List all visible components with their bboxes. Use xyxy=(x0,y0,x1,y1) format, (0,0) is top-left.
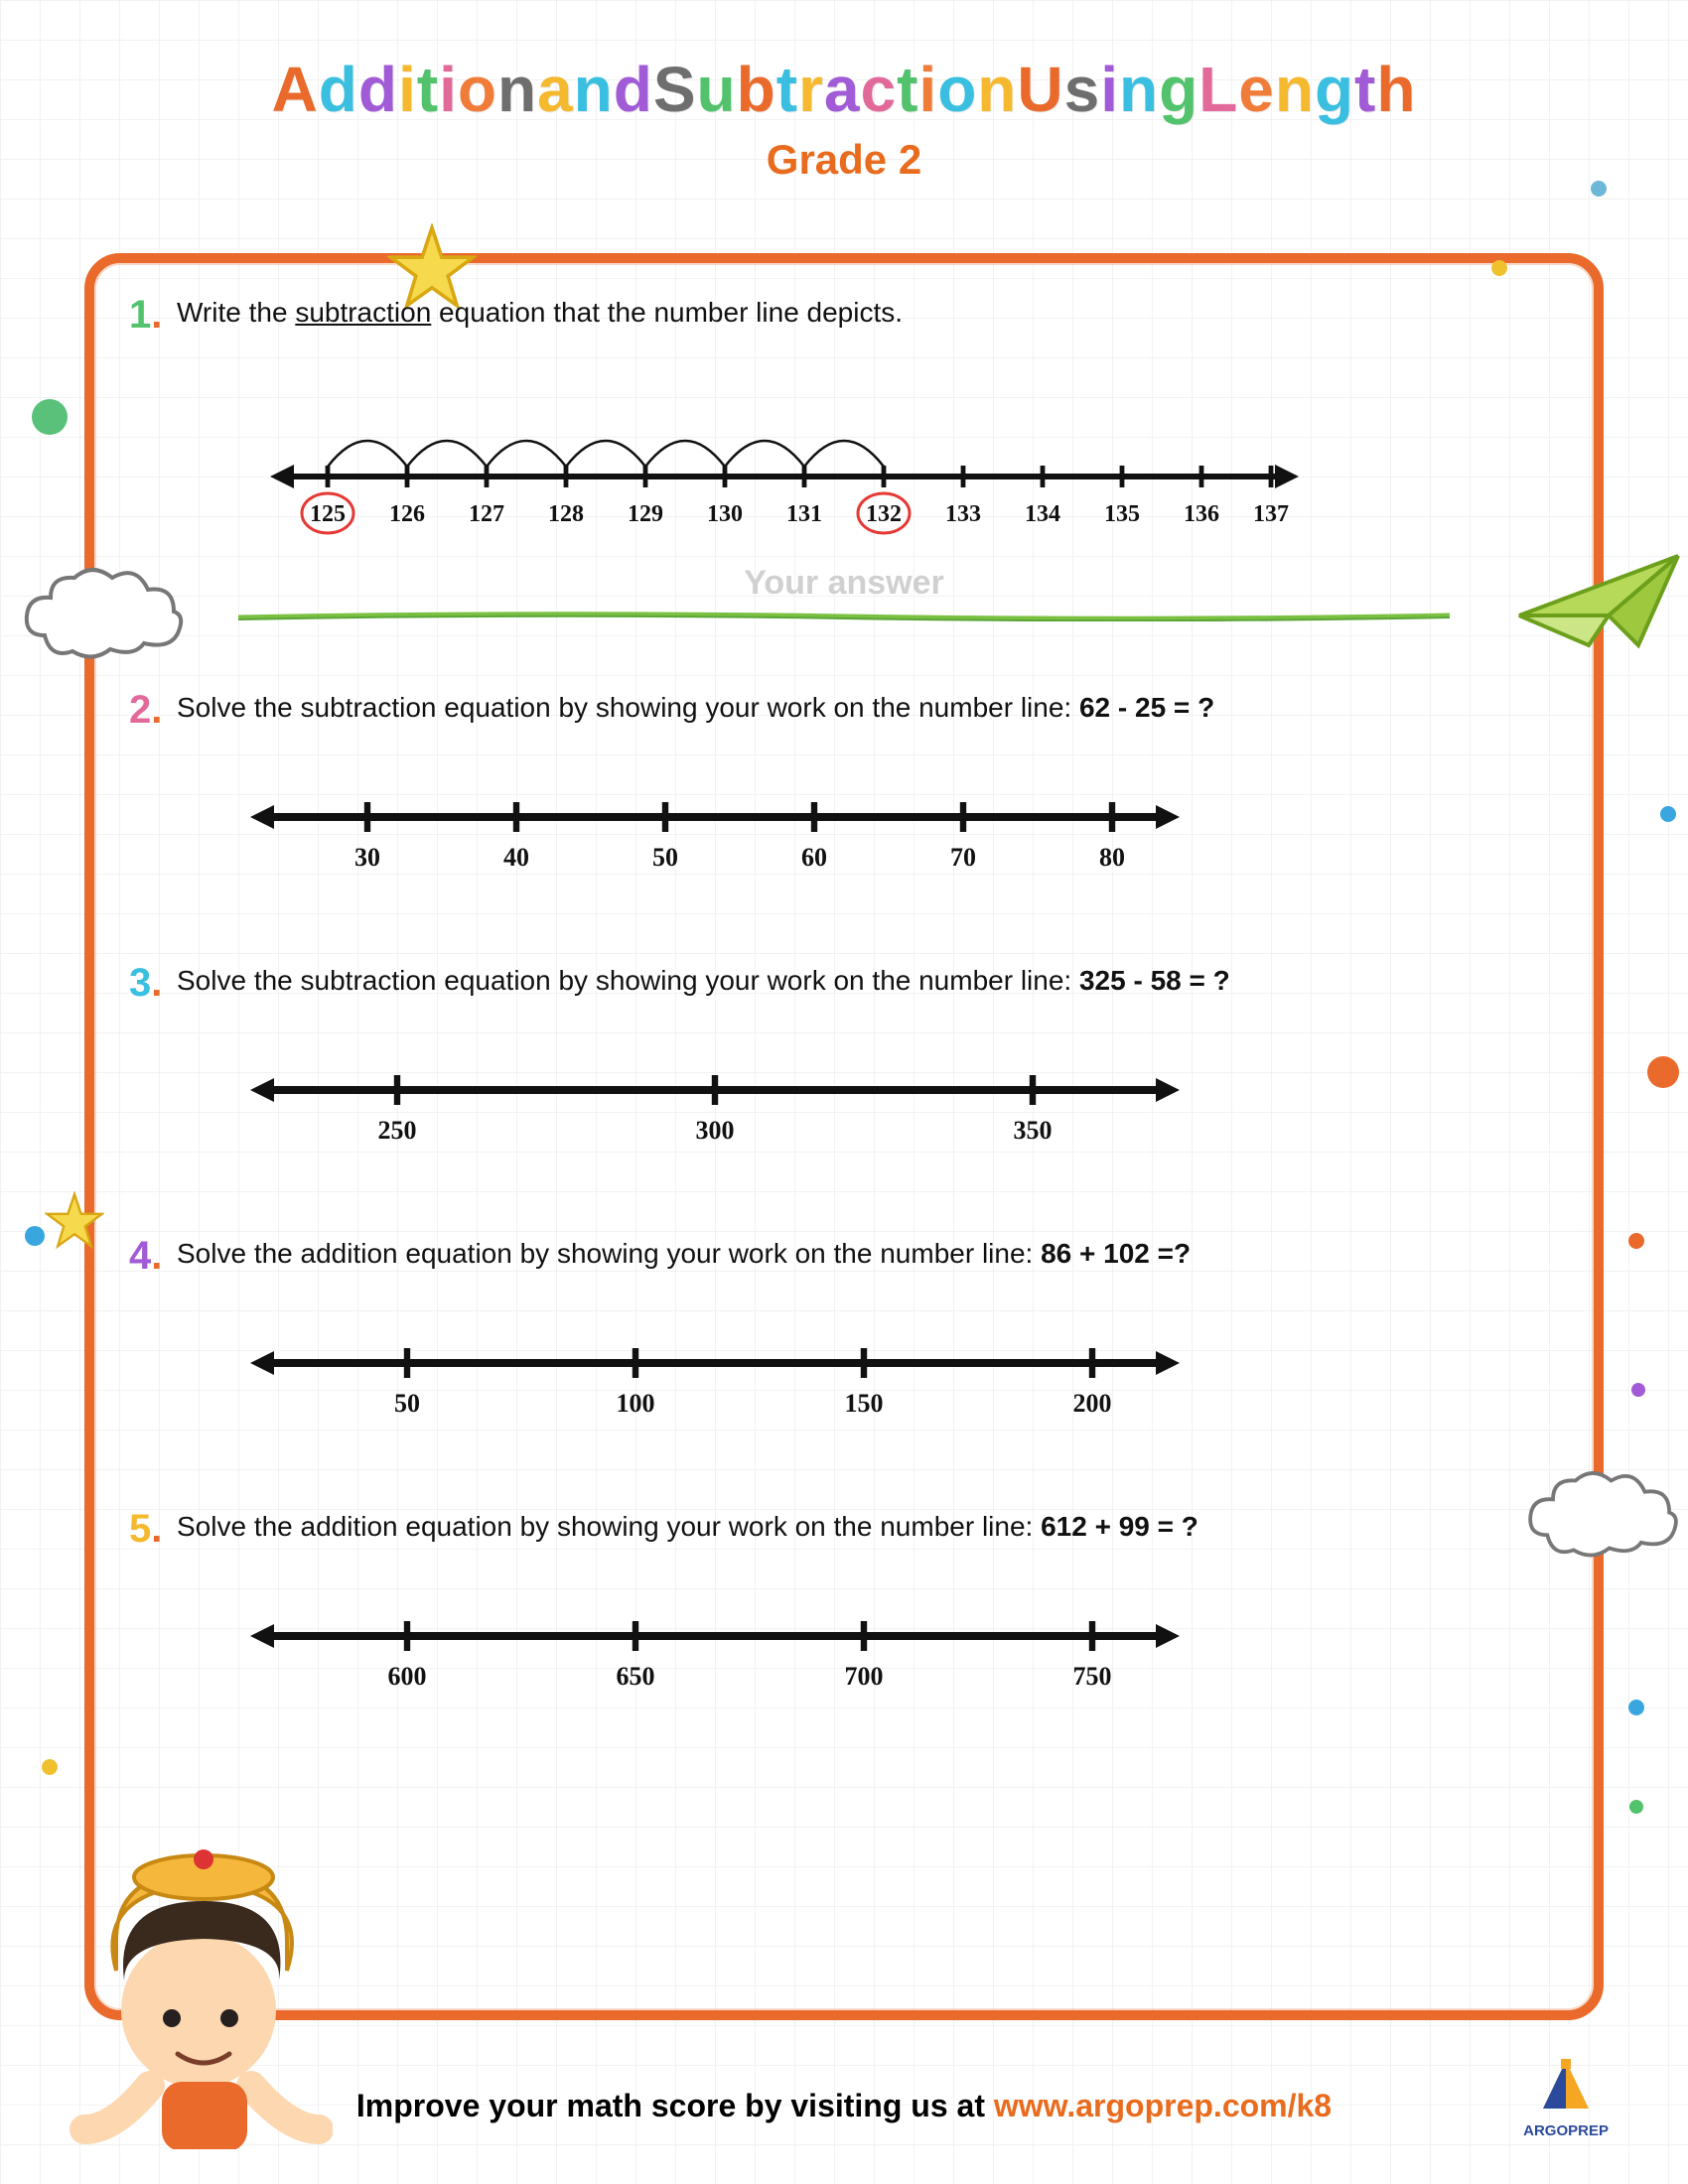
svg-text:300: 300 xyxy=(696,1116,735,1145)
svg-text:134: 134 xyxy=(1025,501,1060,527)
number-line: 600 650 700 750 xyxy=(218,1581,1559,1710)
svg-text:136: 136 xyxy=(1184,501,1219,527)
svg-text:50: 50 xyxy=(394,1389,420,1418)
question-prompt: Solve the subtraction equation by showin… xyxy=(177,961,1230,1000)
brand-logo: ARGOPREP xyxy=(1523,2059,1609,2139)
question-prompt: Solve the addition equation by showing y… xyxy=(177,1507,1198,1546)
svg-text:350: 350 xyxy=(1014,1116,1053,1145)
decor-dot xyxy=(25,1226,45,1246)
question-3: 3. Solve the subtraction equation by sho… xyxy=(129,961,1559,1164)
decor-dot xyxy=(32,399,68,435)
svg-text:200: 200 xyxy=(1073,1389,1112,1418)
svg-text:40: 40 xyxy=(503,843,529,872)
svg-text:131: 131 xyxy=(786,501,822,527)
star-icon xyxy=(45,1191,104,1251)
decor-dot xyxy=(1660,806,1676,822)
svg-text:700: 700 xyxy=(845,1662,884,1691)
svg-text:132: 132 xyxy=(866,501,902,527)
question-prompt: Write the subtraction equation that the … xyxy=(177,293,903,332)
question-prompt: Solve the addition equation by showing y… xyxy=(177,1234,1191,1273)
svg-text:130: 130 xyxy=(707,501,743,527)
number-line: 50 100 150 200 xyxy=(218,1308,1559,1437)
answer-underline xyxy=(238,609,1450,618)
question-4: 4. Solve the addition equation by showin… xyxy=(129,1234,1559,1437)
svg-text:750: 750 xyxy=(1073,1662,1112,1691)
question-5: 5. Solve the addition equation by showin… xyxy=(129,1507,1559,1710)
question-number: 3. xyxy=(129,961,177,1006)
svg-text:50: 50 xyxy=(652,843,678,872)
svg-text:129: 129 xyxy=(628,501,663,527)
decor-dot xyxy=(1591,181,1607,197)
footer-text: Improve your math score by visiting us a… xyxy=(0,2088,1688,2124)
svg-text:135: 135 xyxy=(1104,501,1140,527)
answer-placeholder[interactable]: Your answer xyxy=(129,564,1559,603)
svg-text:70: 70 xyxy=(950,843,976,872)
svg-text:600: 600 xyxy=(388,1662,427,1691)
svg-text:133: 133 xyxy=(945,501,981,527)
svg-text:150: 150 xyxy=(845,1389,884,1418)
question-number: 4. xyxy=(129,1234,177,1279)
svg-text:125: 125 xyxy=(310,501,346,527)
footer-link[interactable]: www.argoprep.com/k8 xyxy=(994,2088,1332,2123)
svg-text:128: 128 xyxy=(548,501,584,527)
question-number: 1. xyxy=(129,293,177,338)
decor-dot xyxy=(1628,1700,1644,1715)
svg-text:60: 60 xyxy=(801,843,827,872)
svg-text:100: 100 xyxy=(617,1389,655,1418)
decor-dot xyxy=(1491,260,1507,276)
decor-dot xyxy=(1631,1383,1645,1397)
decor-dot xyxy=(42,1759,58,1775)
svg-text:250: 250 xyxy=(378,1116,417,1145)
svg-text:80: 80 xyxy=(1099,843,1125,872)
svg-text:650: 650 xyxy=(617,1662,655,1691)
decor-dot xyxy=(1647,1056,1679,1088)
decor-dot xyxy=(1629,1800,1643,1814)
question-2: 2. Solve the subtraction equation by sho… xyxy=(129,688,1559,891)
svg-text:126: 126 xyxy=(389,501,425,527)
page-title: Addition and Subtraction Using Length xyxy=(0,55,1688,124)
decor-dot xyxy=(1628,1233,1644,1249)
number-line: 30 40 50 60 70 80 xyxy=(218,762,1559,891)
svg-text:30: 30 xyxy=(354,843,380,872)
question-number: 5. xyxy=(129,1507,177,1552)
number-line: 250 300 350 xyxy=(218,1035,1559,1164)
svg-text:137: 137 xyxy=(1253,501,1289,527)
question-number: 2. xyxy=(129,688,177,733)
page-subtitle: Grade 2 xyxy=(0,136,1688,184)
svg-text:127: 127 xyxy=(469,501,504,527)
number-line: 125 126 127 128 129 130 131 132 133 134 135 136 137 xyxy=(218,367,1559,536)
question-prompt: Solve the subtraction equation by showin… xyxy=(177,688,1214,727)
question-1: 1. Write the subtraction equation that t… xyxy=(129,293,1559,618)
